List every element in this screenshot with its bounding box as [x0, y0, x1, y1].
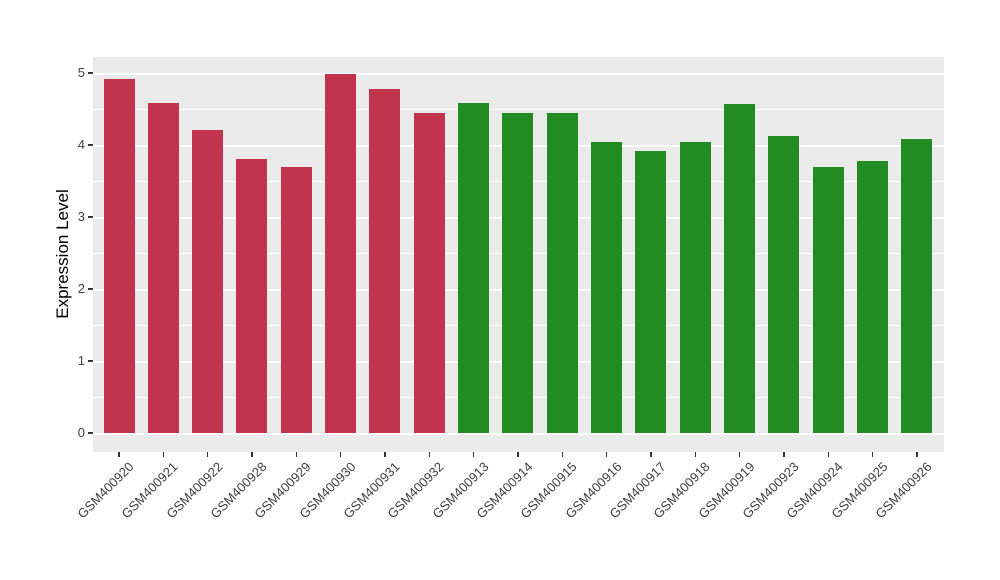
y-tick-label: 4: [77, 137, 85, 152]
y-tick-label: 3: [77, 209, 85, 224]
bar-GSM400914: [502, 113, 534, 433]
bar-GSM400925: [857, 160, 889, 433]
x-tick-mark: [738, 452, 741, 457]
bar-GSM400913: [458, 102, 490, 433]
x-tick-mark: [295, 452, 298, 457]
y-tick-mark: [88, 144, 93, 146]
gridline-major: [93, 433, 944, 435]
bar-GSM400918: [679, 142, 711, 433]
bar-GSM400917: [635, 150, 667, 433]
bar-GSM400916: [591, 142, 623, 433]
bar-GSM400929: [280, 166, 312, 433]
bar-GSM400915: [546, 112, 578, 433]
y-tick-label: 5: [77, 65, 85, 80]
x-tick-mark: [251, 452, 253, 457]
x-tick-mark: [871, 452, 874, 457]
plot-panel: [93, 57, 944, 452]
x-tick-mark: [605, 452, 608, 457]
bar-GSM400924: [812, 167, 844, 433]
bar-GSM400928: [236, 159, 268, 433]
x-tick-mark: [783, 452, 785, 457]
y-tick-mark: [88, 432, 93, 434]
y-tick-label: 0: [77, 425, 85, 440]
x-tick-mark: [827, 452, 830, 457]
bar-GSM400931: [369, 88, 401, 433]
bar-GSM400932: [413, 113, 445, 433]
x-tick-mark: [916, 452, 918, 457]
bar-GSM400922: [192, 129, 224, 433]
gridline-minor: [93, 109, 944, 110]
gridline-major: [93, 73, 944, 75]
x-tick-mark: [428, 452, 431, 457]
x-tick-mark: [694, 452, 697, 457]
x-tick-mark: [650, 452, 652, 457]
bar-GSM400921: [147, 103, 179, 433]
y-tick-mark: [88, 72, 93, 74]
bar-GSM400919: [724, 103, 756, 433]
y-tick-mark: [88, 360, 93, 362]
x-tick-mark: [561, 452, 564, 457]
x-tick-mark: [206, 452, 209, 457]
x-tick-mark: [339, 452, 342, 457]
x-tick-mark: [162, 452, 165, 457]
x-tick-mark: [517, 452, 519, 457]
y-tick-mark: [88, 216, 93, 218]
y-tick-mark: [88, 288, 93, 290]
bar-GSM400920: [103, 79, 135, 433]
x-tick-mark: [472, 452, 475, 457]
y-tick-label: 1: [77, 353, 85, 368]
x-tick-mark: [118, 452, 120, 457]
bar-GSM400923: [768, 135, 800, 433]
bar-GSM400926: [901, 139, 933, 433]
y-tick-label: 2: [77, 281, 85, 296]
bar-GSM400930: [325, 74, 357, 433]
x-tick-mark: [384, 452, 386, 457]
